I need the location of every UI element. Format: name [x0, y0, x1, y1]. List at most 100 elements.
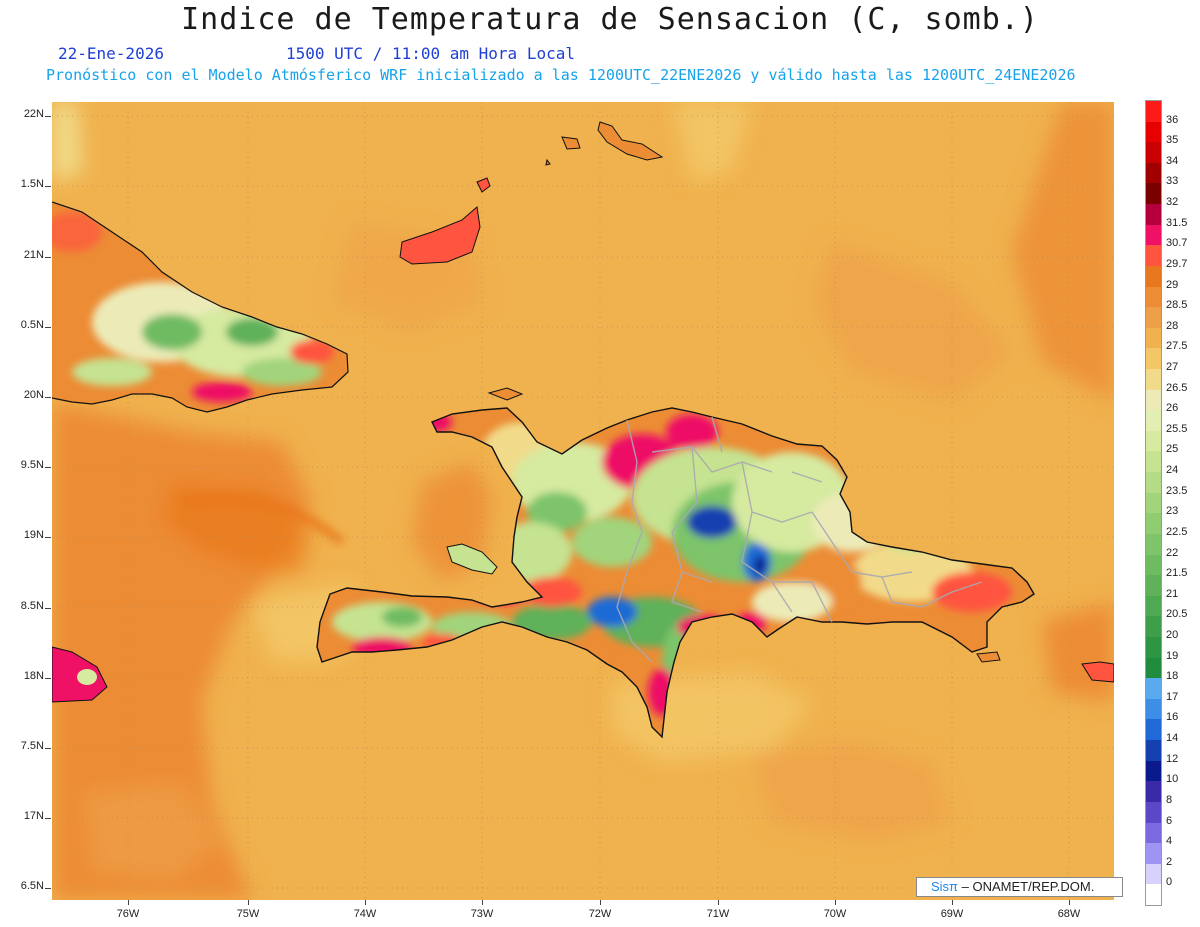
model-run-info: Pronóstico con el Modelo Atmósferico WRF… — [46, 66, 1076, 84]
legend-swatch — [1146, 657, 1161, 679]
legend-label: 23 — [1166, 505, 1179, 518]
legend-label: 23.5 — [1166, 484, 1188, 497]
legend-label: 31.5 — [1166, 216, 1188, 229]
lon-label: 68W — [1057, 908, 1081, 920]
legend-label: 25.5 — [1166, 422, 1188, 435]
legend-label: 32 — [1166, 196, 1179, 209]
forecast-time: 1500 UTC / 11:00 am Hora Local — [286, 44, 575, 63]
lat-label: 20N — [23, 389, 44, 401]
map-title: Indice de Temperatura de Sensacion (C, s… — [181, 2, 1039, 37]
credit-text: – ONAMET/REP.DOM. — [961, 879, 1095, 894]
lon-label: 70W — [823, 908, 847, 920]
credit-box: Sisπ – ONAMET/REP.DOM. — [916, 877, 1123, 897]
legend-swatch — [1146, 101, 1161, 123]
legend-label: 35 — [1166, 134, 1179, 147]
lon-label: 73W — [470, 908, 494, 920]
legend-label: 28.5 — [1166, 299, 1188, 312]
legend-label: 36 — [1166, 113, 1179, 126]
legend-swatch — [1146, 327, 1161, 349]
legend-swatch — [1146, 760, 1161, 782]
legend-swatch — [1146, 410, 1161, 432]
legend-label: 33 — [1166, 175, 1179, 188]
legend-label: 26.5 — [1166, 381, 1188, 394]
legend-swatch — [1146, 513, 1161, 535]
legend-swatch — [1146, 678, 1161, 700]
legend-label: 0 — [1166, 876, 1173, 889]
legend-swatch — [1146, 245, 1161, 267]
legend-swatch — [1146, 389, 1161, 411]
legend-label: 25 — [1166, 443, 1179, 456]
legend-swatch — [1146, 265, 1161, 288]
legend-swatch — [1146, 121, 1161, 143]
legend-label: 6 — [1166, 814, 1173, 827]
legend-label: 12 — [1166, 752, 1179, 765]
legend-label: 29 — [1166, 278, 1179, 291]
legend-swatch — [1146, 698, 1161, 721]
legend-label: 4 — [1166, 835, 1173, 848]
legend-swatch — [1146, 719, 1161, 741]
legend-swatch — [1146, 533, 1161, 556]
legend-swatch — [1146, 575, 1161, 597]
legend-label: 30.7 — [1166, 237, 1188, 250]
legend-swatch — [1146, 492, 1161, 514]
lon-label: 76W — [116, 908, 140, 920]
legend-swatch — [1146, 307, 1161, 329]
legend-swatch — [1146, 162, 1161, 185]
legend-label: 26 — [1166, 402, 1179, 415]
legend-swatch — [1146, 863, 1161, 885]
legend-label: 16 — [1166, 711, 1179, 724]
legend-label: 2 — [1166, 855, 1173, 868]
legend-label: 21.5 — [1166, 567, 1188, 580]
lat-label: 19N — [23, 529, 44, 541]
lat-label: 21N — [23, 249, 44, 261]
legend-swatch — [1146, 204, 1161, 226]
legend-swatch — [1146, 369, 1161, 391]
legend-swatch — [1146, 451, 1161, 473]
legend-swatch — [1146, 595, 1161, 617]
heat-index-map — [52, 102, 1114, 900]
legend-label: 20.5 — [1166, 608, 1188, 621]
legend-swatch — [1146, 884, 1161, 905]
legend-label: 14 — [1166, 732, 1179, 745]
legend-swatch — [1146, 554, 1161, 576]
legend-swatch — [1146, 822, 1161, 844]
legend-swatch — [1146, 286, 1161, 308]
lat-label: 1.5N — [20, 178, 44, 190]
lat-label: 18N — [23, 670, 44, 682]
legend-label: 27 — [1166, 361, 1179, 373]
credit-brand: Sisπ — [931, 879, 959, 894]
legend-label: 24 — [1166, 464, 1179, 477]
legend-swatch — [1146, 740, 1161, 762]
legend-label: 8 — [1166, 793, 1173, 806]
legend-label: 22.5 — [1166, 525, 1188, 538]
legend-label: 20 — [1166, 629, 1179, 641]
legend-swatch — [1146, 616, 1161, 638]
lon-label: 75W — [236, 908, 260, 920]
forecast-date: 22-Ene-2026 — [58, 44, 164, 63]
legend-label: 17 — [1166, 690, 1179, 703]
legend-label: 27.5 — [1166, 340, 1188, 353]
legend-swatch — [1146, 843, 1161, 865]
legend-label: 21 — [1166, 587, 1179, 600]
legend-swatch — [1146, 781, 1161, 803]
lat-label: 6.5N — [20, 880, 44, 892]
legend-swatch — [1146, 142, 1161, 164]
legend-label: 34 — [1166, 154, 1179, 167]
lat-label: 17N — [23, 810, 44, 822]
lat-label: 0.5N — [20, 319, 44, 331]
legend-swatch — [1146, 637, 1161, 659]
lon-label: 71W — [706, 908, 730, 920]
legend-label: 22 — [1166, 546, 1179, 559]
legend-label: 28 — [1166, 319, 1179, 332]
lat-label: 9.5N — [20, 459, 44, 471]
lat-label: 22N — [23, 108, 44, 120]
lat-label: 8.5N — [20, 600, 44, 612]
legend-swatch — [1146, 472, 1161, 494]
lon-label: 72W — [588, 908, 612, 920]
lon-label: 69W — [940, 908, 964, 920]
legend-label: 29.7 — [1166, 257, 1188, 270]
lon-label: 74W — [353, 908, 377, 920]
lat-label: 7.5N — [20, 740, 44, 752]
legend-swatch — [1146, 183, 1161, 205]
legend-swatch — [1146, 801, 1161, 824]
